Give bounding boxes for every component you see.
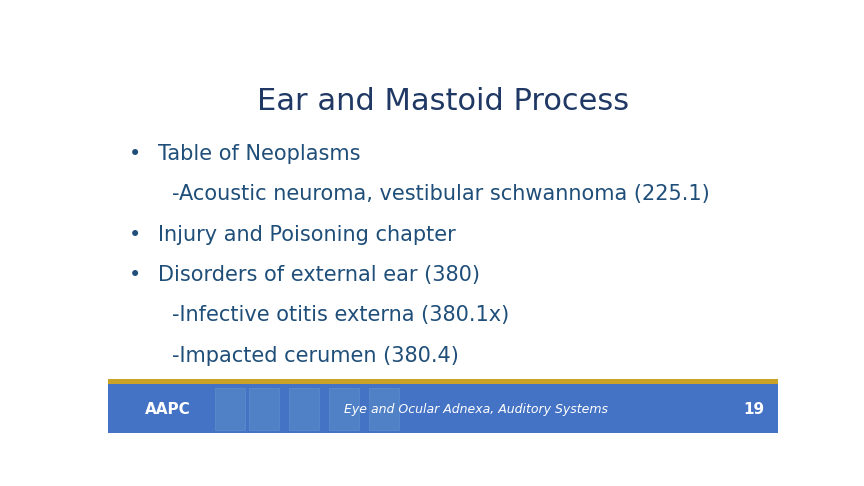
Text: Table of Neoplasms: Table of Neoplasms bbox=[158, 144, 361, 164]
FancyBboxPatch shape bbox=[329, 388, 359, 430]
Text: Eye and Ocular Adnexa, Auditory Systems: Eye and Ocular Adnexa, Auditory Systems bbox=[344, 403, 608, 416]
Text: Injury and Poisoning chapter: Injury and Poisoning chapter bbox=[158, 225, 456, 244]
Text: AAPC: AAPC bbox=[145, 402, 191, 417]
Text: Ear and Mastoid Process: Ear and Mastoid Process bbox=[257, 87, 629, 116]
Text: •: • bbox=[129, 144, 141, 164]
FancyBboxPatch shape bbox=[249, 388, 279, 430]
FancyBboxPatch shape bbox=[108, 379, 778, 384]
Text: -Impacted cerumen (380.4): -Impacted cerumen (380.4) bbox=[172, 346, 459, 366]
Text: 19: 19 bbox=[744, 402, 765, 417]
FancyBboxPatch shape bbox=[108, 384, 778, 433]
FancyBboxPatch shape bbox=[289, 388, 319, 430]
Text: -Infective otitis externa (380.1x): -Infective otitis externa (380.1x) bbox=[172, 305, 509, 326]
Text: Disorders of external ear (380): Disorders of external ear (380) bbox=[158, 265, 480, 285]
Text: •: • bbox=[129, 265, 141, 285]
Text: -Acoustic neuroma, vestibular schwannoma (225.1): -Acoustic neuroma, vestibular schwannoma… bbox=[172, 184, 709, 204]
FancyBboxPatch shape bbox=[369, 388, 399, 430]
Text: •: • bbox=[129, 225, 141, 244]
FancyBboxPatch shape bbox=[215, 388, 245, 430]
